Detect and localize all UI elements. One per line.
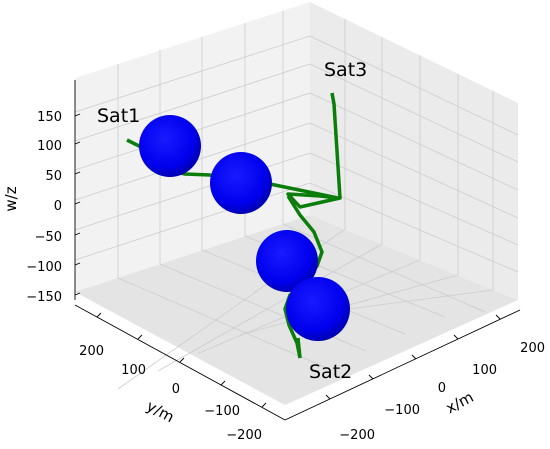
sat2-trajectory-tail (296, 337, 302, 359)
sat2-label: Sat2 (309, 361, 352, 383)
satellite-sphere (286, 277, 350, 341)
z-axis-label: w/z (2, 186, 20, 211)
satellite-sphere (210, 152, 272, 214)
y-axis-label: y/m (144, 397, 178, 426)
satellite-sphere (139, 115, 201, 177)
satellites (139, 115, 350, 341)
y-axis-tick-labels: 200 100 0 −100 −200 (79, 344, 262, 443)
z-tick-label: −50 (35, 230, 62, 245)
axis-lines (74, 80, 521, 421)
x-axis-line (284, 309, 521, 421)
x-tick-label: 200 (520, 341, 545, 356)
z-tick-label: 150 (37, 110, 62, 125)
y-tick-label: −100 (204, 404, 240, 419)
z-tick-label: −100 (26, 260, 62, 275)
x-tick-label: 100 (472, 363, 497, 378)
x-tick-label: −200 (339, 428, 375, 443)
sat3-label: Sat3 (324, 59, 367, 81)
x-axis-tick-labels: 200 100 0 −100 −200 (339, 341, 545, 443)
trajectory-front (296, 337, 302, 359)
z-tick-label: 50 (45, 169, 62, 184)
z-axis-tick-labels: 150 100 50 0 −50 −100 −150 (26, 110, 62, 305)
y-tick-label: 100 (121, 363, 146, 378)
x-tick-label: −100 (384, 403, 420, 418)
right-pane (310, 2, 518, 300)
z-tick-label: −150 (26, 290, 62, 305)
y-tick-label: 200 (79, 344, 104, 359)
satellite-sphere (256, 230, 318, 292)
y-tick-label: −200 (226, 428, 262, 443)
y-tick-label: 0 (172, 382, 180, 397)
z-tick-label: 0 (54, 199, 62, 214)
z-tick-label: 100 (37, 139, 62, 154)
y-axis-line (74, 304, 286, 421)
y-axis-ticks (96, 312, 267, 408)
x-tick-label: 0 (438, 381, 446, 396)
sat1-label: Sat1 (97, 105, 140, 127)
x-axis-ticks (325, 314, 501, 400)
sat3-trajectory (255, 92, 342, 209)
x-axis-label: x/m (443, 388, 477, 417)
z-axis-ticks (74, 113, 81, 296)
